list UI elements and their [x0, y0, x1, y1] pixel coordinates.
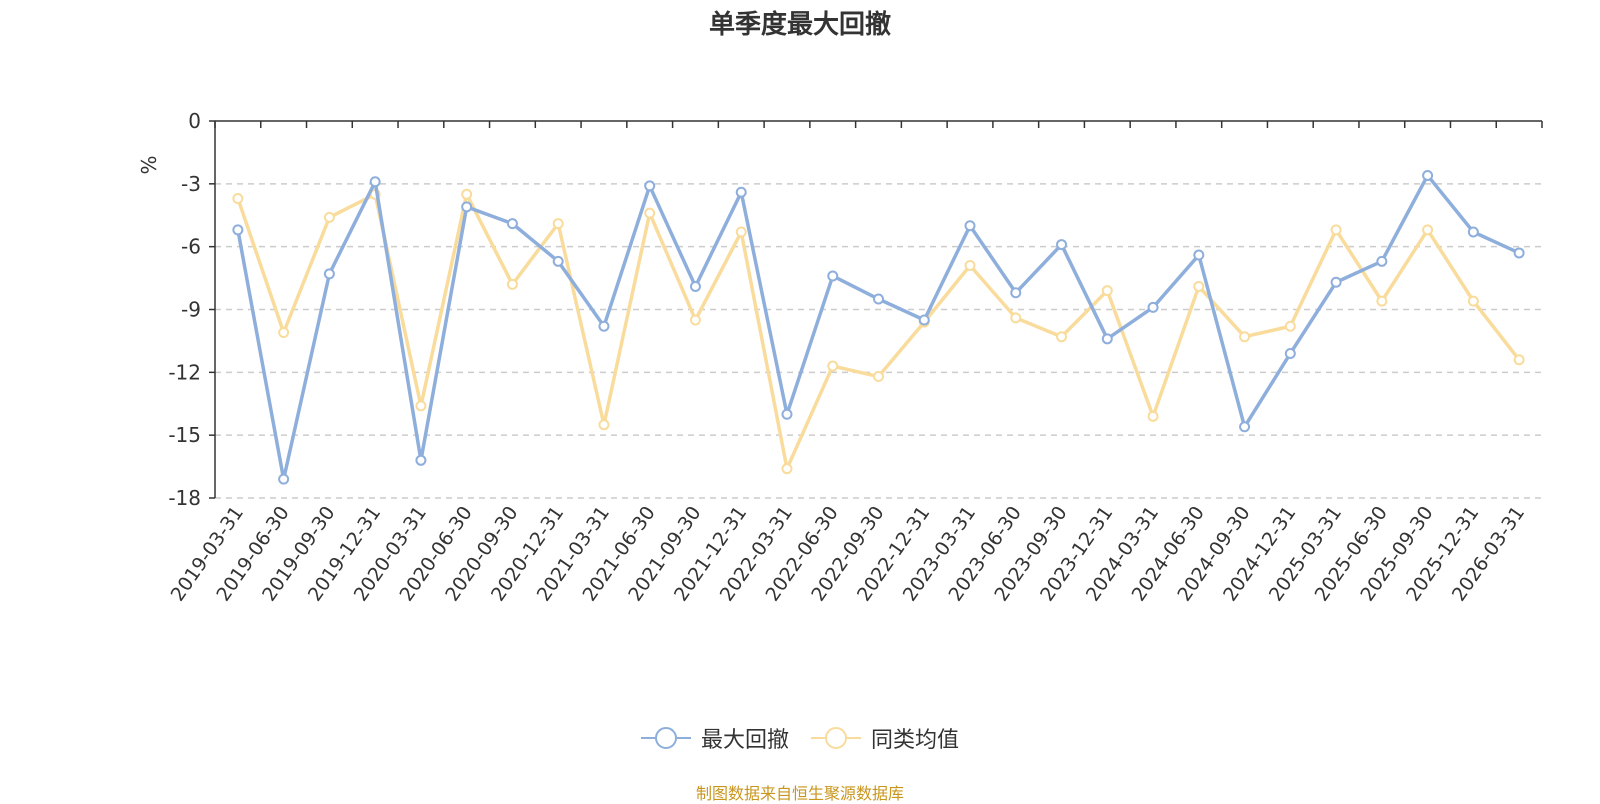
- data-point[interactable]: [1513, 247, 1525, 259]
- data-point[interactable]: [232, 224, 244, 236]
- source-note: 制图数据来自恒生聚源数据库: [695, 784, 904, 803]
- data-point[interactable]: [1330, 276, 1342, 288]
- y-tick-label: -9: [181, 298, 201, 322]
- data-point[interactable]: [644, 207, 656, 219]
- data-point[interactable]: [827, 360, 839, 372]
- y-tick-label: -12: [168, 360, 201, 384]
- data-point[interactable]: [1376, 295, 1388, 307]
- data-point[interactable]: [461, 201, 473, 213]
- data-point[interactable]: [1056, 239, 1068, 251]
- series-0: [232, 169, 1525, 485]
- data-point[interactable]: [598, 320, 610, 332]
- x-tick-labels: 2019-03-312019-06-302019-09-302019-12-31…: [167, 502, 1530, 605]
- data-point[interactable]: [827, 270, 839, 282]
- grid-lines: [215, 183, 1542, 499]
- legend-marker-peer-average-icon: [811, 727, 861, 749]
- data-point[interactable]: [415, 454, 427, 466]
- data-point[interactable]: [735, 226, 747, 238]
- data-point[interactable]: [1376, 255, 1388, 267]
- y-tick-label: 0: [188, 109, 201, 133]
- data-point[interactable]: [1330, 224, 1342, 236]
- data-point[interactable]: [461, 188, 473, 200]
- axes: [209, 120, 1543, 499]
- data-point[interactable]: [232, 192, 244, 204]
- data-point[interactable]: [644, 180, 656, 192]
- data-point[interactable]: [1101, 333, 1113, 345]
- data-point[interactable]: [1422, 169, 1434, 181]
- data-point[interactable]: [1147, 301, 1159, 313]
- legend-item-peer-average[interactable]: 同类均值: [811, 722, 959, 754]
- data-point[interactable]: [1147, 410, 1159, 422]
- chart-title: 单季度最大回撤: [708, 10, 891, 40]
- data-point[interactable]: [552, 255, 564, 267]
- data-point[interactable]: [964, 220, 976, 232]
- legend-label-peer-average: 同类均值: [871, 728, 960, 753]
- y-tick-label: -3: [181, 172, 201, 196]
- data-point[interactable]: [323, 268, 335, 280]
- data-point[interactable]: [781, 408, 793, 420]
- data-point[interactable]: [1193, 249, 1205, 261]
- data-point[interactable]: [1513, 354, 1525, 366]
- series-1: [232, 188, 1525, 475]
- data-point[interactable]: [1284, 320, 1296, 332]
- data-point[interactable]: [964, 260, 976, 272]
- legend-marker-drawdown-icon: [640, 727, 691, 749]
- data-point[interactable]: [415, 400, 427, 412]
- data-point[interactable]: [1467, 226, 1479, 238]
- data-point[interactable]: [598, 419, 610, 431]
- data-point[interactable]: [1010, 287, 1022, 299]
- data-point[interactable]: [873, 293, 884, 305]
- data-point[interactable]: [1284, 347, 1296, 359]
- data-point[interactable]: [1467, 295, 1479, 307]
- data-point[interactable]: [918, 314, 930, 326]
- data-point[interactable]: [278, 327, 290, 339]
- data-point[interactable]: [689, 280, 701, 292]
- data-point[interactable]: [1239, 421, 1251, 433]
- y-tick-label: -15: [168, 423, 201, 447]
- data-point[interactable]: [323, 211, 335, 223]
- data-point[interactable]: [552, 218, 564, 230]
- legend-item-drawdown[interactable]: 最大回撤: [640, 722, 789, 754]
- y-tick-label: -6: [181, 235, 201, 259]
- legend: 最大回撤 同类均值: [0, 722, 1600, 754]
- data-point[interactable]: [873, 371, 884, 383]
- data-point[interactable]: [1101, 285, 1113, 297]
- series-line: [236, 192, 1521, 471]
- y-tick-labels: 0 -3 -6 -9 -12 -15 -18: [168, 109, 201, 510]
- legend-label-drawdown: 最大回撤: [700, 728, 789, 753]
- data-point[interactable]: [781, 463, 793, 475]
- series-line: [236, 173, 1520, 481]
- data-point[interactable]: [506, 278, 518, 290]
- data-point[interactable]: [1010, 312, 1022, 324]
- data-point[interactable]: [735, 186, 747, 198]
- data-point[interactable]: [506, 218, 518, 230]
- y-tick-label: -18: [168, 486, 201, 510]
- y-axis-unit-label: %: [137, 155, 161, 174]
- data-point[interactable]: [369, 176, 381, 188]
- data-point[interactable]: [689, 314, 701, 326]
- data-point[interactable]: [1239, 331, 1251, 343]
- data-point[interactable]: [278, 473, 290, 485]
- series: [232, 169, 1525, 485]
- data-point[interactable]: [1422, 224, 1434, 236]
- data-point[interactable]: [1056, 331, 1068, 343]
- data-point[interactable]: [1193, 280, 1205, 292]
